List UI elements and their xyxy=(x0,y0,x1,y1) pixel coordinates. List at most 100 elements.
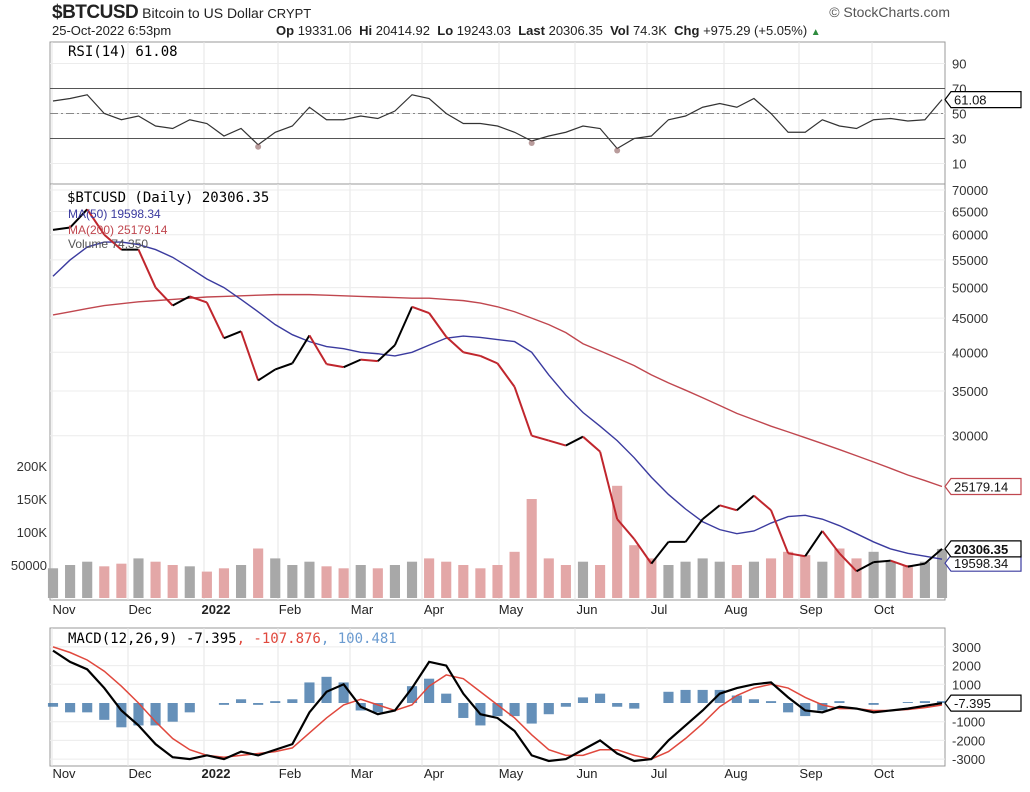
macd-histogram-bar xyxy=(731,695,742,703)
price-bar xyxy=(787,552,806,558)
volume-bar xyxy=(47,568,59,598)
volume-bar xyxy=(646,558,657,598)
price-bar xyxy=(480,355,498,365)
high-label: Hi xyxy=(359,23,373,38)
ma50-last-label-text: 19598.34 xyxy=(954,556,1008,571)
macd-histogram-bar xyxy=(577,697,589,703)
price-bar xyxy=(650,541,670,565)
macd-histogram-bar xyxy=(612,703,623,707)
macd-histogram-bar xyxy=(287,699,298,703)
price-bar xyxy=(257,368,276,382)
price-last-label-box xyxy=(944,540,1022,558)
volume-bar xyxy=(714,561,725,598)
rsi-oversold-fill xyxy=(528,140,535,146)
volume-tick-label: 150K xyxy=(17,492,48,507)
macd-tick-label: -2000 xyxy=(952,733,985,748)
volume-bar xyxy=(936,548,948,598)
macd-histogram-bar xyxy=(543,703,554,715)
price-bar xyxy=(69,208,88,229)
price-bar xyxy=(513,386,533,437)
volume-bar xyxy=(116,563,127,598)
volume-bar xyxy=(441,561,452,598)
volume-bar xyxy=(577,561,589,598)
macd-histogram-bar xyxy=(509,703,520,717)
x-axis-label: Sep xyxy=(799,602,822,617)
low-label: Lo xyxy=(437,23,454,38)
x-axis-label: 2022 xyxy=(202,766,231,781)
price-tick-label: 40000 xyxy=(952,345,988,360)
volume-bar xyxy=(560,565,571,598)
price-bar xyxy=(496,362,516,388)
price-bar xyxy=(531,434,550,442)
macd-histogram-bar xyxy=(560,703,571,707)
volume-bar xyxy=(885,561,896,598)
price-bar xyxy=(907,562,926,568)
macd-legend-main: MACD(12,26,9) -7.395 xyxy=(68,631,237,647)
price-bar xyxy=(873,559,891,564)
volume-bar xyxy=(65,565,76,598)
volume-bar xyxy=(543,558,554,598)
x-axis-label: Jul xyxy=(651,602,668,617)
volume-bar xyxy=(99,566,110,598)
macd-histogram-bar xyxy=(817,703,828,711)
last-value: 20306.35 xyxy=(548,23,603,38)
price-tick-label: 30000 xyxy=(952,429,988,444)
macd-histogram-bar xyxy=(116,703,127,728)
volume-bar xyxy=(868,551,879,598)
price-tick-label: 55000 xyxy=(952,253,988,268)
x-axis-label: Oct xyxy=(874,766,895,781)
open-value: 19331.06 xyxy=(297,23,352,38)
price-bar xyxy=(103,233,123,251)
rsi-tick-label: 90 xyxy=(952,57,966,72)
volume-bar xyxy=(389,565,400,598)
chg-label: Chg xyxy=(674,23,700,38)
price-bar xyxy=(736,494,755,512)
x-axis-label: Feb xyxy=(279,766,301,781)
price-bar xyxy=(719,504,738,512)
macd-histogram-bar xyxy=(184,703,195,713)
macd-histogram-bar xyxy=(783,703,794,713)
price-bar xyxy=(684,518,704,543)
rsi-tick-label: 30 xyxy=(952,132,966,147)
volume-bar xyxy=(697,558,708,598)
macd-last-label-box xyxy=(944,694,1022,712)
up-triangle-icon: ▲ xyxy=(810,27,821,38)
volume-bar xyxy=(372,568,383,598)
price-bar xyxy=(753,494,772,512)
macd-histogram-bar xyxy=(663,691,674,703)
volume-bar xyxy=(919,561,930,598)
price-bar xyxy=(770,509,790,554)
macd-histogram-bar xyxy=(338,682,349,703)
macd-histogram-bar xyxy=(629,703,640,709)
macd-histogram-bar xyxy=(936,701,948,703)
price-bar xyxy=(377,344,396,362)
macd-histogram-bar xyxy=(372,703,383,713)
macd-legend: MACD(12,26,9) -7.395, -107.876, 100.481 xyxy=(68,631,397,647)
volume-bar xyxy=(235,565,247,598)
volume-bar xyxy=(475,568,486,598)
macd-histogram-bar xyxy=(253,703,264,705)
ma50-last-label: 19598.34 xyxy=(944,554,1022,572)
price-bar xyxy=(804,530,824,557)
volume-bar xyxy=(82,561,93,598)
macd-histogram-bar xyxy=(47,703,59,707)
macd-histogram-bar xyxy=(235,699,247,703)
price-tick-label: 35000 xyxy=(952,384,988,399)
volume-bar xyxy=(731,565,742,598)
volume-bar xyxy=(184,566,195,598)
price-bar xyxy=(240,330,260,381)
price-bar xyxy=(428,312,448,338)
price-bar xyxy=(137,249,157,288)
price-bar xyxy=(856,561,875,573)
high-value: 20414.92 xyxy=(375,23,431,38)
ma200-last-label-box xyxy=(944,477,1022,496)
volume-bar xyxy=(304,561,315,598)
macd-histogram-bar xyxy=(424,678,435,703)
open-label: Op xyxy=(276,23,295,38)
macd-histogram-bar xyxy=(697,689,708,703)
macd-tick-label: -3000 xyxy=(952,752,985,767)
x-axis-label: Jun xyxy=(577,602,598,617)
chg-value: +975.29 (+5.05%) xyxy=(703,23,808,38)
price-bar xyxy=(308,334,328,365)
